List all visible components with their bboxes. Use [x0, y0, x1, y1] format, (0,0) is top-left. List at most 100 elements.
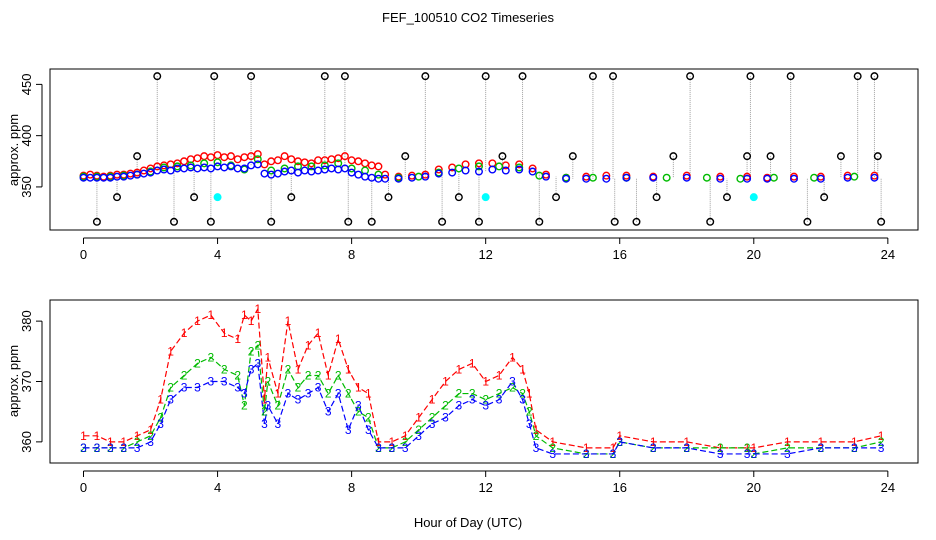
bottom-y-axis: 360 370 380 [19, 310, 43, 453]
data-marker-series-1: 1 [194, 314, 201, 328]
data-point-series-3 [340, 164, 349, 173]
top-x-tick-label: 16 [612, 247, 626, 262]
data-marker-series-3: 3 [402, 441, 409, 455]
data-point-series-3 [193, 164, 202, 173]
data-marker-series-3: 3 [147, 435, 154, 449]
data-point-series-3 [790, 174, 799, 183]
top-x-tick-label: 24 [881, 247, 895, 262]
data-marker-series-3: 3 [429, 417, 436, 431]
data-marker-series-2: 2 [147, 429, 154, 443]
top-y-tick-label: 350 [19, 176, 34, 198]
data-marker-series-2: 2 [181, 368, 188, 382]
data-marker-series-1: 1 [94, 429, 101, 443]
data-marker-series-2: 2 [415, 423, 422, 437]
bottom-y-tick-label: 360 [19, 431, 34, 453]
data-point-series-1 [240, 153, 249, 162]
data-marker-series-3: 3 [120, 441, 127, 455]
data-point-series-3 [542, 172, 551, 181]
data-point-series-3 [233, 164, 242, 173]
data-marker-series-3: 3 [442, 411, 449, 425]
data-marker-series-1: 1 [120, 435, 127, 449]
data-point-series-3 [816, 174, 825, 183]
data-marker-series-3: 3 [482, 399, 489, 413]
data-point-series-3 [515, 165, 524, 174]
data-point-series-2 [374, 170, 383, 179]
data-point-series-outliers [870, 72, 879, 81]
data-marker-series-1: 1 [744, 441, 751, 455]
data-point-series-2 [454, 164, 463, 173]
data-point-series-3 [649, 173, 658, 182]
bottom-x-tick-label: 24 [881, 480, 895, 495]
data-marker-series-3: 3 [234, 381, 241, 395]
data-point-series-3 [260, 169, 269, 178]
data-marker-series-2: 2 [650, 441, 657, 455]
data-marker-series-1: 1 [181, 326, 188, 340]
data-point-series-outliers [632, 217, 641, 226]
bottom-x-tick-label: 8 [348, 480, 355, 495]
data-marker-series-1: 1 [650, 435, 657, 449]
data-marker-series-3: 3 [650, 441, 657, 455]
data-marker-series-1: 1 [549, 435, 556, 449]
data-point-series-filled [213, 193, 222, 202]
data-marker-series-3: 3 [208, 375, 215, 389]
data-point-series-1 [267, 157, 276, 166]
data-point-series-filled [481, 193, 490, 202]
data-marker-series-3: 3 [610, 447, 617, 461]
data-marker-series-3: 3 [526, 417, 533, 431]
data-marker-series-2: 2 [120, 441, 127, 455]
data-point-series-1 [280, 152, 289, 161]
data-marker-series-3: 3 [784, 447, 791, 461]
top-y-tick-label: 400 [19, 125, 34, 147]
data-marker-series-2: 2 [717, 441, 724, 455]
data-marker-series-1: 1 [533, 423, 540, 437]
top-plot-frame [49, 68, 919, 231]
data-marker-series-3: 3 [295, 393, 302, 407]
data-point-series-3 [327, 164, 336, 173]
data-marker-series-2: 2 [817, 441, 824, 455]
data-point-series-outliers [206, 217, 215, 226]
data-point-series-3 [374, 174, 383, 183]
data-marker-series-2: 2 [509, 381, 516, 395]
data-point-series-3 [716, 174, 725, 183]
data-point-series-3 [622, 173, 631, 182]
data-marker-series-3: 3 [285, 387, 292, 401]
data-point-series-3 [501, 166, 510, 175]
data-marker-series-3: 3 [315, 381, 322, 395]
x-axis-label: Hour of Day (UTC) [414, 515, 522, 530]
data-marker-series-2: 2 [429, 411, 436, 425]
data-point-series-1 [374, 162, 383, 171]
bottom-x-tick-label: 0 [80, 480, 87, 495]
data-marker-series-1: 1 [107, 435, 114, 449]
data-point-series-1 [233, 155, 242, 164]
data-marker-series-2: 2 [285, 362, 292, 376]
top-connector-lines [96, 76, 882, 222]
data-marker-series-1: 1 [526, 387, 533, 401]
data-marker-series-1: 1 [335, 332, 342, 346]
data-point-series-outliers [474, 217, 483, 226]
data-point-series-outliers [454, 193, 463, 202]
data-marker-series-3: 3 [583, 447, 590, 461]
data-point-series-1 [300, 158, 309, 167]
data-point-series-1 [226, 152, 235, 161]
data-point-series-2 [662, 173, 671, 182]
data-marker-series-2: 2 [482, 393, 489, 407]
data-marker-series-1: 1 [750, 441, 757, 455]
data-point-series-1 [602, 171, 611, 180]
data-marker-series-1: 1 [442, 375, 449, 389]
top-x-tick-label: 12 [478, 247, 492, 262]
data-point-series-1 [515, 160, 524, 169]
data-point-series-3 [407, 173, 416, 182]
data-marker-series-1: 1 [147, 423, 154, 437]
data-marker-series-2: 2 [616, 435, 623, 449]
data-point-series-filled [749, 193, 758, 202]
data-point-series-2 [495, 162, 504, 171]
data-point-series-1 [314, 156, 323, 165]
data-marker-series-3: 3 [325, 405, 332, 419]
data-point-series-outliers [743, 152, 752, 161]
data-marker-series-3: 3 [851, 441, 858, 455]
data-point-series-3 [220, 163, 229, 172]
top-y-tick-label: 450 [19, 74, 34, 96]
data-point-series-outliers [803, 217, 812, 226]
data-point-series-outliers [873, 152, 882, 161]
